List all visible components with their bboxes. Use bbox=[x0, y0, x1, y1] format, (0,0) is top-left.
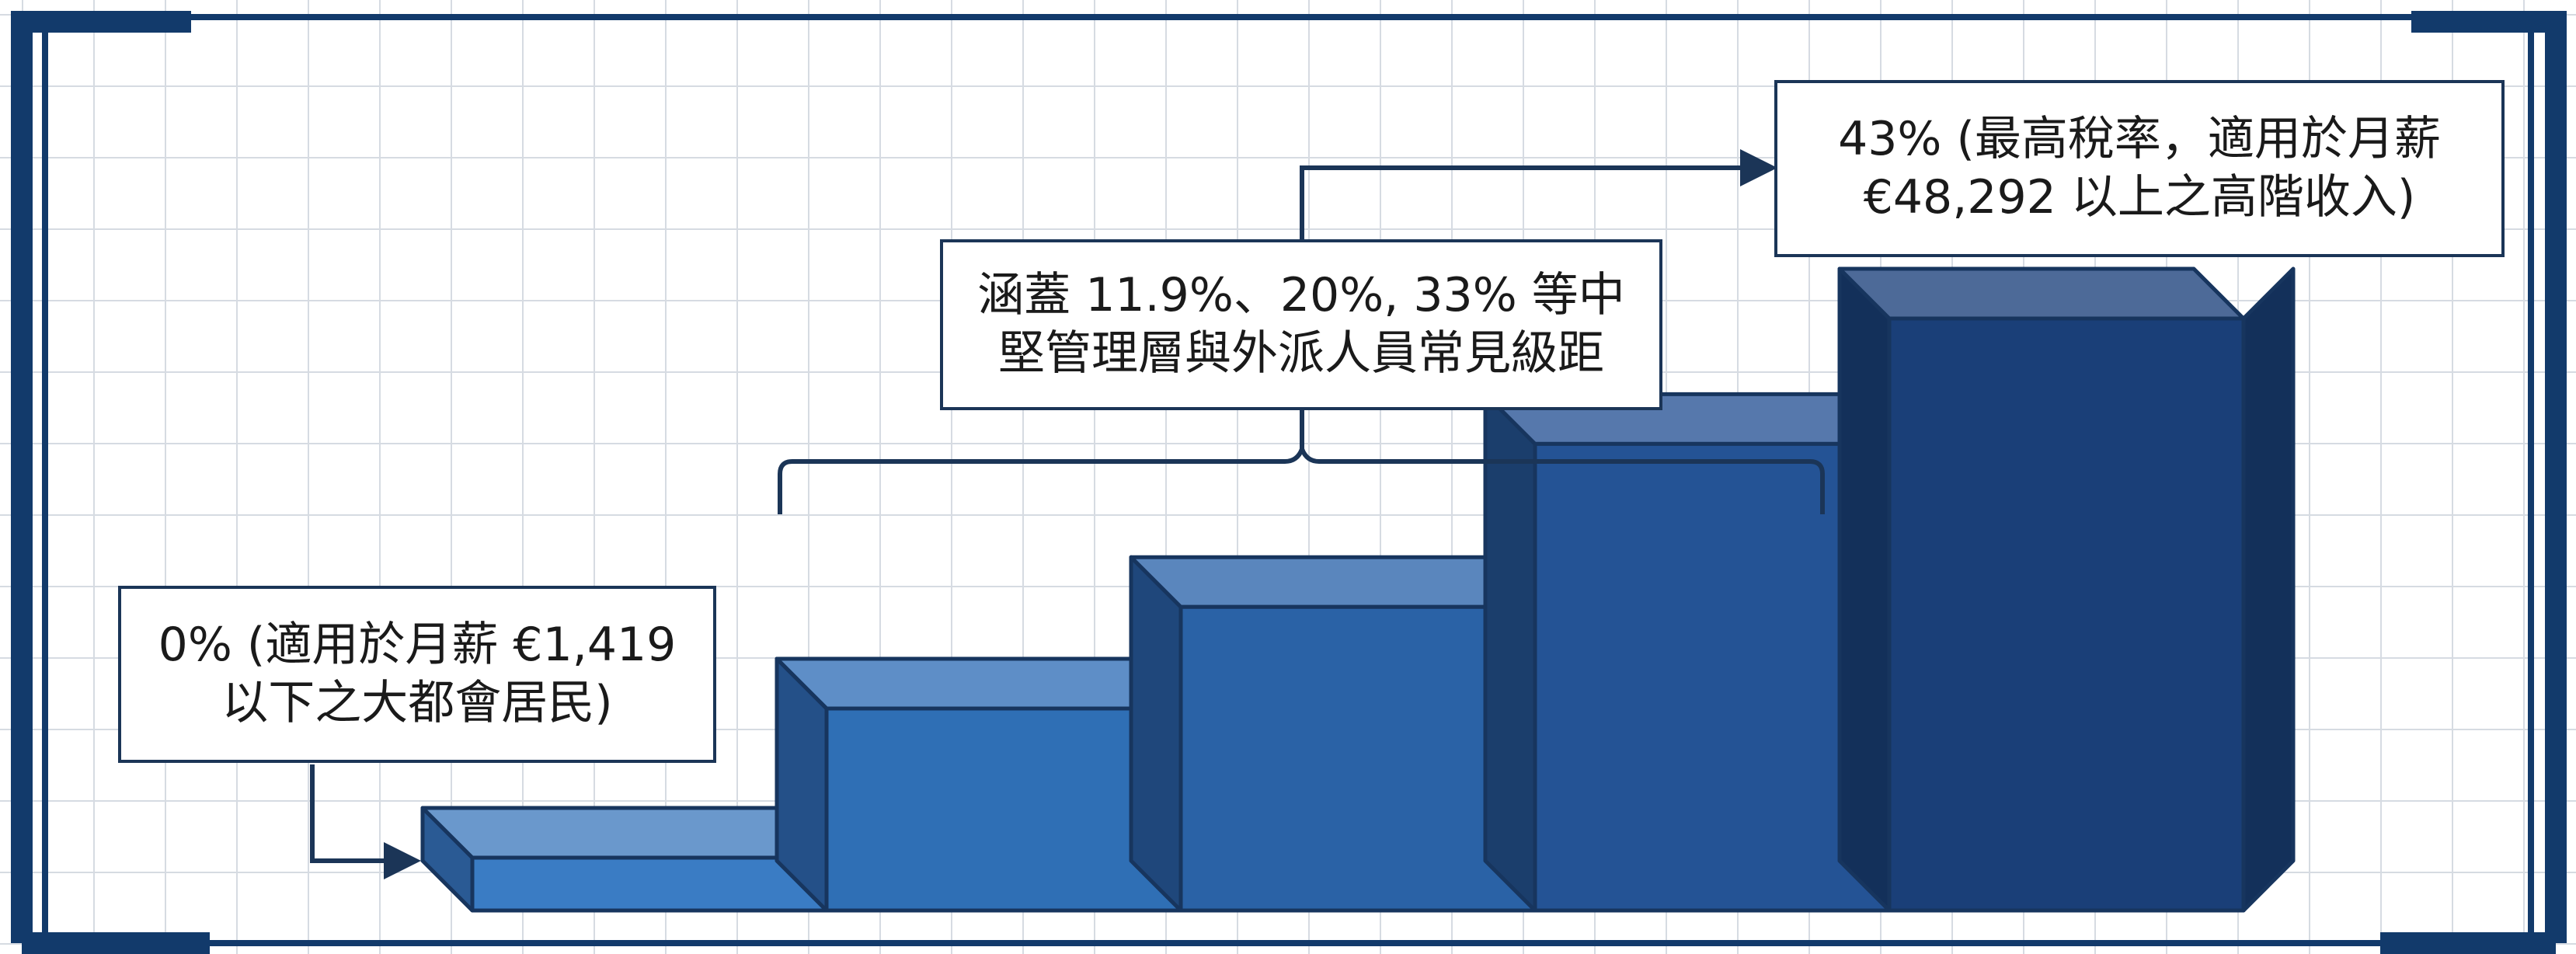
connectors bbox=[310, 149, 1825, 879]
tax-step-top bbox=[1129, 555, 1537, 609]
tax-step-top bbox=[420, 806, 829, 860]
corner-bracket-top-right bbox=[2411, 11, 2567, 943]
label-top-rate: 43% (最高稅率，適用於月薪 €48,292 以上之高階收入) bbox=[1774, 80, 2505, 257]
tax-step-side bbox=[1483, 392, 1537, 913]
tax-step-1 bbox=[420, 806, 829, 913]
frame bbox=[11, 11, 2567, 954]
tax-step-top bbox=[775, 656, 1183, 711]
tax-step-front bbox=[470, 855, 829, 913]
label-mid-line1: 涵蓋 11.9%、20%, 33% 等中 bbox=[977, 268, 1625, 322]
label-zero-line1: 0% (適用於月薪 €1,419 bbox=[158, 618, 677, 672]
tax-step-front bbox=[1178, 604, 1537, 913]
label-zero-line2: 以下之大都會居民) bbox=[221, 676, 613, 730]
label-mid-line2: 堅管理層與外派人員常見級距 bbox=[998, 326, 1604, 381]
label-zero-rate: 0% (適用於月薪 €1,419 以下之大都會居民) bbox=[118, 586, 716, 763]
label-top-line1: 43% (最高稅率，適用於月薪 bbox=[1838, 112, 2441, 166]
tax-step-front bbox=[1533, 441, 1892, 913]
tax-step-2 bbox=[775, 656, 1183, 913]
tax-step-front bbox=[824, 706, 1183, 913]
label-mid-range: 涵蓋 11.9%、20%, 33% 等中 堅管理層與外派人員常見級距 bbox=[940, 239, 1662, 410]
tax-steps bbox=[420, 266, 2296, 913]
tax-step-4 bbox=[1483, 392, 1892, 913]
arrow-top-connector bbox=[1300, 149, 1777, 239]
tax-step-3 bbox=[1129, 555, 1537, 913]
tax-step-top bbox=[1837, 266, 2246, 321]
tax-step-side bbox=[1129, 555, 1183, 913]
arrow-zero-connector bbox=[310, 764, 421, 879]
tax-step-5 bbox=[1837, 266, 2246, 913]
tax-step-side bbox=[1837, 266, 1892, 913]
tax-step-front bbox=[1887, 316, 2246, 913]
corner-bracket-top-left bbox=[11, 11, 191, 943]
label-top-line2: €48,292 以上之高階收入) bbox=[1863, 170, 2416, 225]
tax-step-5-right-side bbox=[2241, 266, 2296, 913]
